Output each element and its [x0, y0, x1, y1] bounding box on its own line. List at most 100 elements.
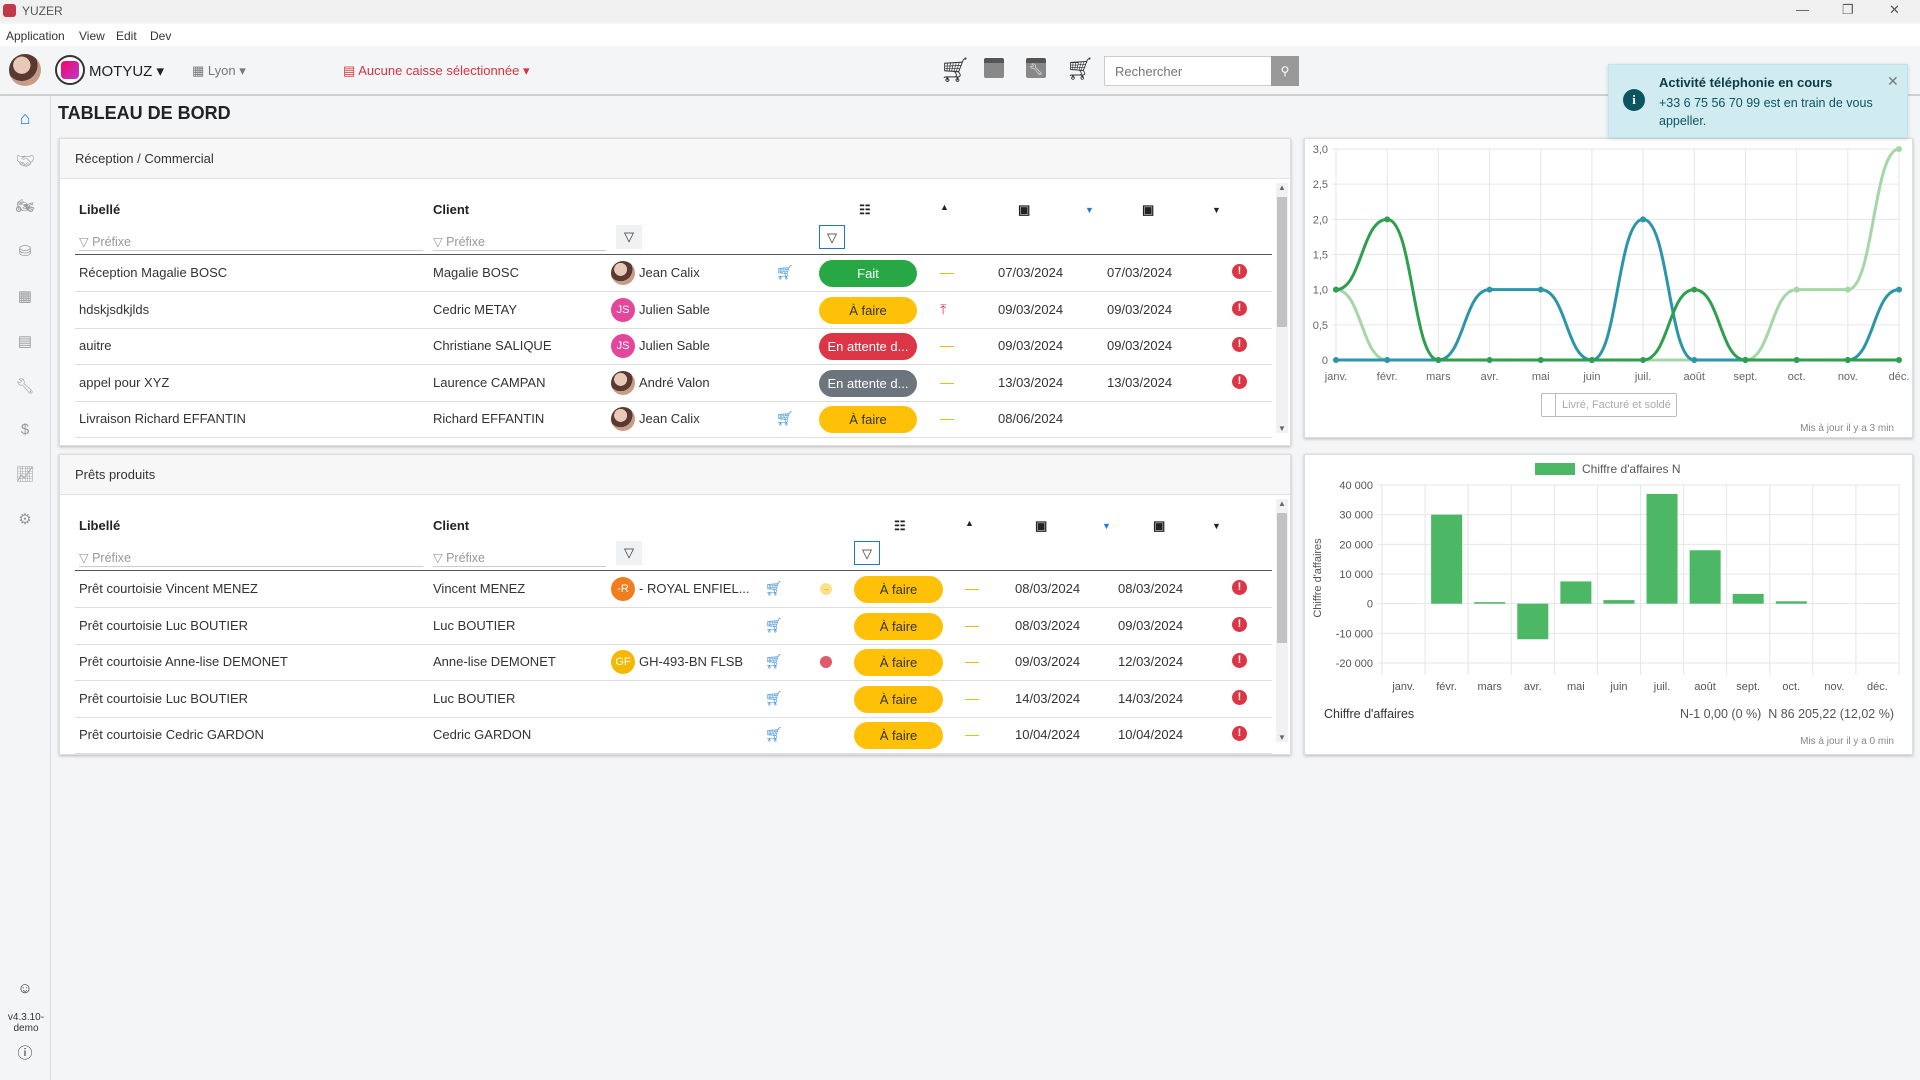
- scroll-down-icon[interactable]: ▼: [1278, 733, 1286, 742]
- site-selector[interactable]: ▦ Lyon ▾: [192, 63, 246, 78]
- alert-icon[interactable]: !: [1232, 580, 1247, 595]
- sidebar-item-settings[interactable]: ⚙: [18, 511, 32, 528]
- sort-desc-active-icon[interactable]: ▼: [1102, 521, 1111, 531]
- sort-desc-active-icon[interactable]: ▼: [1085, 205, 1094, 215]
- menu-dev[interactable]: Dev: [150, 29, 172, 43]
- minimize-icon[interactable]: —: [1796, 2, 1809, 17]
- status-badge[interactable]: À faire: [854, 685, 943, 713]
- alert-icon[interactable]: !: [1232, 264, 1247, 279]
- sort-desc-icon[interactable]: ▼: [1212, 521, 1221, 531]
- cart-icon[interactable]: 🛒︎: [765, 616, 783, 633]
- line-chart-legend[interactable]: Livré, Facturé et soldé: [1541, 393, 1677, 417]
- alert-icon[interactable]: !: [1232, 653, 1247, 668]
- column-header-label[interactable]: Libellé: [79, 518, 121, 533]
- status-list-icon[interactable]: ☷: [894, 518, 906, 533]
- vehicle-filter-button[interactable]: ▽: [616, 225, 642, 249]
- table-row[interactable]: appel pour XYZ Laurence CAMPAN André Valon…: [75, 365, 1272, 402]
- status-filter-button[interactable]: ▽: [854, 541, 880, 565]
- column-header-client[interactable]: Client: [433, 202, 470, 217]
- table-row[interactable]: Prêt courtoisie Luc BOUTIER Luc BOUTIER 🛒︎…: [75, 608, 1272, 645]
- cart-icon[interactable]: 🛒︎: [765, 580, 783, 596]
- cash-register-selector[interactable]: ▤ Aucune caisse sélectionnée ▾: [343, 63, 530, 78]
- calendar-icon[interactable]: ▣: [1018, 202, 1031, 217]
- search-button[interactable]: ⚲: [1271, 56, 1299, 86]
- sort-asc-icon[interactable]: ▲: [940, 202, 949, 212]
- vehicle-filter-button[interactable]: ▽: [616, 541, 642, 565]
- alert-icon[interactable]: !: [1232, 616, 1247, 632]
- support-icon[interactable]: ☺: [17, 980, 33, 997]
- status-badge[interactable]: En attente d...: [819, 333, 917, 360]
- status-badge[interactable]: À faire: [819, 406, 917, 433]
- cart-icon[interactable]: 🛒︎: [776, 410, 794, 426]
- status-badge[interactable]: À faire: [854, 722, 943, 749]
- company-selector[interactable]: MOTYUZ ▾: [89, 63, 165, 80]
- table-row[interactable]: hdskjsdkjlds Cedric METAY JS Julien Sable À …: [75, 292, 1272, 329]
- column-header-client[interactable]: Client: [433, 518, 470, 533]
- status-badge[interactable]: À faire: [854, 612, 943, 640]
- scroll-up-icon[interactable]: ▲: [1278, 183, 1286, 192]
- status-list-icon[interactable]: ☷: [859, 202, 871, 217]
- alert-icon[interactable]: !: [1232, 689, 1247, 705]
- status-badge[interactable]: À faire: [854, 576, 943, 603]
- sidebar-item-handshake[interactable]: 🤝︎: [15, 153, 35, 170]
- client-filter-input[interactable]: ▽ Préfixe: [433, 231, 606, 251]
- table-row[interactable]: Réception Magalie BOSC Magalie BOSC Jean C…: [75, 255, 1272, 292]
- y-tick-label: 40 000: [1339, 480, 1373, 492]
- status-badge[interactable]: En attente d...: [819, 369, 917, 397]
- sidebar-item-dollar[interactable]: $: [20, 421, 30, 438]
- close-window-icon[interactable]: ✕: [1889, 2, 1900, 17]
- sidebar-item-warehouse[interactable]: ▦: [17, 288, 33, 305]
- toast-close-icon[interactable]: ✕: [1887, 73, 1899, 89]
- alert-icon[interactable]: !: [1232, 373, 1247, 389]
- table-row[interactable]: Prêt courtoisie Vincent MENEZ Vincent MEN…: [75, 571, 1272, 608]
- alert-icon[interactable]: !: [1232, 300, 1247, 316]
- cart-moto-icon[interactable]: 🛒︎: [1066, 56, 1094, 81]
- info-icon[interactable]: ⓘ: [17, 1045, 33, 1062]
- table-row[interactable]: Livraison Richard EFFANTIN Richard EFFANT…: [75, 401, 1272, 438]
- user-avatar[interactable]: [9, 54, 41, 86]
- vertical-scrollbar[interactable]: ▲ ▼: [1276, 499, 1288, 742]
- sidebar-item-wrench[interactable]: 🔧︎: [15, 378, 35, 395]
- search-input[interactable]: [1104, 56, 1272, 86]
- client-filter-input[interactable]: ▽ Préfixe: [433, 547, 606, 567]
- cart-icon[interactable]: 🛒︎: [776, 264, 794, 280]
- scroll-down-icon[interactable]: ▼: [1278, 424, 1286, 433]
- menu-application[interactable]: Application: [6, 29, 65, 43]
- sidebar-item-calendar[interactable]: ▤: [17, 333, 33, 350]
- scrollbar-thumb[interactable]: [1277, 513, 1287, 643]
- sidebar-item-home[interactable]: ⌂: [19, 108, 31, 128]
- status-badge[interactable]: À faire: [854, 649, 943, 676]
- table-row[interactable]: auitre Christiane SALIQUE JS Julien Sable En…: [75, 328, 1272, 365]
- cart-icon[interactable]: 🛒︎: [765, 689, 783, 706]
- sidebar-item-chart[interactable]: 📈︎: [15, 466, 35, 483]
- vertical-scrollbar[interactable]: ▲ ▼: [1276, 183, 1288, 433]
- table-row[interactable]: Prêt courtoisie Cedric GARDON Cedric GARD…: [75, 717, 1272, 754]
- calendar-end-icon[interactable]: ▣: [1142, 202, 1155, 217]
- label-filter-input[interactable]: ▽ Préfixe: [79, 547, 423, 567]
- cart-icon[interactable]: 🛒︎: [940, 57, 971, 84]
- sort-asc-icon[interactable]: ▲: [965, 518, 974, 528]
- sidebar-item-motorcycle[interactable]: 🏍︎: [15, 198, 35, 215]
- label-filter-input[interactable]: ▽ Préfixe: [79, 231, 423, 251]
- menu-edit[interactable]: Edit: [116, 29, 137, 43]
- calendar-icon[interactable]: ▣: [1035, 518, 1048, 533]
- menu-view[interactable]: View: [79, 29, 105, 43]
- table-row[interactable]: Prêt courtoisie Anne-lise DEMONET Anne-li…: [75, 644, 1272, 681]
- sidebar-item-parts[interactable]: ⛁: [18, 243, 32, 260]
- alert-icon[interactable]: !: [1232, 726, 1247, 741]
- column-header-label[interactable]: Libellé: [79, 202, 121, 217]
- calendar-wrench-icon[interactable]: 🔧︎: [1026, 58, 1046, 78]
- calendar-end-icon[interactable]: ▣: [1153, 518, 1166, 533]
- alert-icon[interactable]: !: [1232, 337, 1247, 352]
- scrollbar-thumb[interactable]: [1277, 197, 1287, 327]
- restore-icon[interactable]: ❐: [1842, 2, 1854, 17]
- cart-icon[interactable]: 🛒︎: [765, 726, 783, 742]
- status-filter-button[interactable]: ▽: [819, 225, 845, 249]
- status-badge[interactable]: À faire: [819, 296, 917, 324]
- scroll-up-icon[interactable]: ▲: [1278, 499, 1286, 508]
- status-badge[interactable]: Fait: [819, 260, 917, 287]
- sort-desc-icon[interactable]: ▼: [1212, 205, 1221, 215]
- calendar-moto-icon[interactable]: [984, 58, 1004, 78]
- cart-icon[interactable]: 🛒︎: [765, 653, 783, 669]
- table-row[interactable]: Prêt courtoisie Luc BOUTIER Luc BOUTIER 🛒︎…: [75, 681, 1272, 718]
